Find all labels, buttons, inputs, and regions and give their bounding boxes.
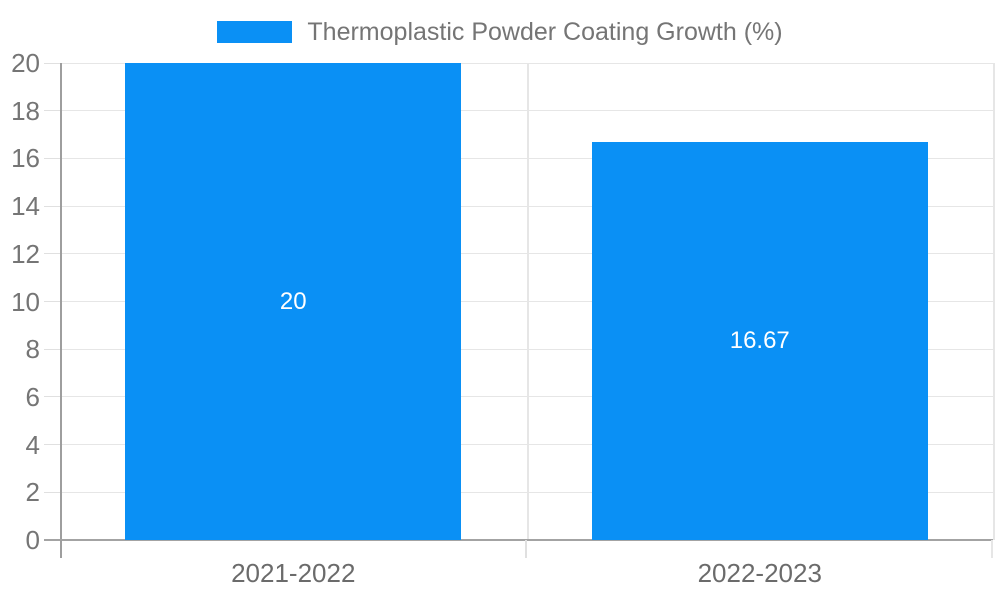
y-tick-mark — [44, 205, 60, 207]
gridline — [62, 491, 995, 493]
y-tick-mark — [44, 348, 60, 350]
y-tick-mark — [44, 396, 60, 398]
y-tick-mark — [44, 253, 60, 255]
y-tick-label: 14 — [11, 191, 40, 222]
gridline — [62, 205, 995, 207]
y-tick-label: 4 — [25, 429, 40, 460]
y-tick-label: 20 — [11, 48, 40, 78]
y-tick-label: 6 — [25, 381, 40, 412]
y-tick-mark — [44, 491, 60, 493]
gridline — [62, 253, 995, 255]
gridline — [62, 301, 995, 302]
gridline — [62, 157, 995, 159]
y-tick-mark — [44, 157, 60, 159]
y-tick-label: 12 — [11, 238, 40, 269]
x-tick-label: 2022-2023 — [697, 558, 822, 588]
bar-2022-2023[interactable] — [591, 142, 928, 540]
gridline — [62, 348, 995, 350]
gridline — [62, 110, 995, 112]
x-axis-tick — [991, 540, 993, 558]
legend-label: Thermoplastic Powder Coating Growth (%) — [307, 18, 783, 46]
y-tick-label: 18 — [11, 95, 40, 126]
x-axis-tick — [60, 540, 62, 558]
y-tick-label: 2 — [25, 477, 40, 508]
x-axis-tick — [524, 540, 527, 558]
y-tick-label: 8 — [25, 334, 40, 365]
y-tick-label: 10 — [11, 286, 40, 317]
y-tick-label: 16 — [11, 143, 40, 174]
bar-value-label: 16.67 — [729, 327, 790, 355]
y-tick-label: 0 — [25, 525, 40, 555]
x-axis-baseline — [44, 539, 993, 541]
y-tick-mark — [44, 110, 60, 112]
bar-value-label: 20 — [279, 287, 307, 315]
legend: Thermoplastic Powder Coating Growth (%) — [0, 15, 1000, 49]
plot-area — [60, 62, 995, 540]
x-tick-label: 2021-2022 — [231, 558, 356, 588]
gridline — [62, 444, 995, 446]
gridline-vertical — [526, 63, 529, 540]
y-tick-mark — [44, 62, 60, 64]
gridline-vertical — [993, 63, 995, 540]
bar-2021-2022[interactable] — [125, 63, 462, 540]
gridline — [62, 62, 995, 64]
legend-swatch — [217, 21, 293, 43]
gridline — [62, 396, 995, 398]
y-tick-mark — [44, 444, 60, 446]
y-tick-mark — [44, 301, 60, 302]
